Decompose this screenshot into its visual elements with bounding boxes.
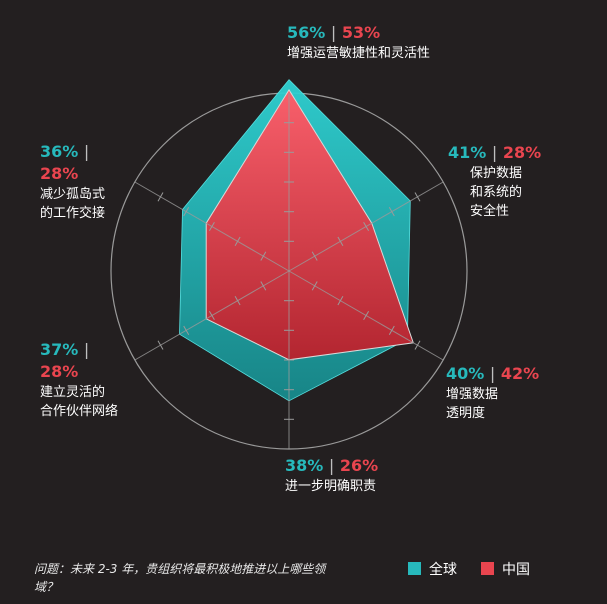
axis-tick-4-5 <box>157 340 164 350</box>
axis-tick-1-2 <box>337 236 344 246</box>
value-global-silos: 36% <box>40 142 79 161</box>
value-global-accountability: 38% <box>285 456 324 475</box>
value-china-accountability: 26% <box>339 456 379 475</box>
legend-item-china: 中国 <box>481 561 530 579</box>
label-security: 41% | 28% 保护数据 和系统的 安全性 <box>448 143 542 219</box>
value-global-partner-network: 37% <box>40 340 79 359</box>
category-label-transparency-1: 增强数据 <box>446 387 499 402</box>
axis-tick-1-4 <box>388 207 395 217</box>
value-china-partner-network: 28% <box>40 362 79 381</box>
axis-tick-2-5 <box>414 340 421 350</box>
label-accountability: 38% | 26% 进一步明确职责 <box>285 456 379 494</box>
category-label-security-2: 和系统的 <box>470 185 523 200</box>
axis-tick-5-4 <box>183 207 190 217</box>
axis-tick-2-3 <box>363 310 370 321</box>
value-global-agility: 56% <box>287 23 326 42</box>
axis-tick-5-1 <box>260 251 267 261</box>
axis-tick-5-3 <box>208 221 215 232</box>
axis-tick-4-2 <box>234 296 241 306</box>
value-global-security: 41% <box>448 143 487 162</box>
legend-swatch-china <box>481 562 494 575</box>
category-label-partner-network-1: 建立灵活的 <box>40 385 106 400</box>
label-silos: 36% | 28% 减少孤岛式 的工作交接 <box>40 142 106 221</box>
axis-tick-4-4 <box>183 325 190 335</box>
legend-item-global: 全球 <box>408 561 457 579</box>
axis-tick-2-4 <box>388 325 395 335</box>
value-global-transparency: 40% <box>446 364 485 383</box>
axis-tick-1-1 <box>311 251 318 261</box>
label-partner-network: 37% | 28% 建立灵活的 合作伙伴网络 <box>40 340 119 419</box>
legend-label-china: 中国 <box>502 562 530 578</box>
axis-tick-1-5 <box>414 192 421 202</box>
value-china-security: 28% <box>502 143 542 162</box>
axis-tick-1-3 <box>363 221 370 232</box>
axis-tick-5-2 <box>234 236 241 246</box>
category-label-silos-2: 的工作交接 <box>40 206 106 221</box>
category-label-partner-network-2: 合作伙伴网络 <box>40 404 119 419</box>
value-china-transparency: 42% <box>500 364 540 383</box>
value-china-agility: 53% <box>341 23 381 42</box>
label-agility: 56% | 53% 增强运营敏捷性和灵活性 <box>287 23 431 61</box>
category-label-transparency-2: 透明度 <box>446 406 486 421</box>
axis-tick-2-2 <box>337 296 344 306</box>
label-transparency: 40% | 42% 增强数据 透明度 <box>446 364 540 421</box>
category-label-security-3: 安全性 <box>470 204 510 219</box>
axis-tick-2-1 <box>311 281 318 291</box>
category-label-silos-1: 减少孤岛式 <box>40 187 106 202</box>
axis-tick-5-5 <box>157 192 164 202</box>
legend-swatch-global <box>408 562 421 575</box>
legend-label-global: 全球 <box>429 562 457 578</box>
axis-tick-4-1 <box>260 281 267 291</box>
axis-tick-4-3 <box>208 310 215 321</box>
category-label-security-1: 保护数据 <box>470 166 523 181</box>
value-china-silos: 28% <box>40 164 79 183</box>
survey-question: 问题：未来 2-3 年，贵组织将最积极地推进以上哪些领域？ <box>34 562 326 594</box>
category-label-agility: 增强运营敏捷性和灵活性 <box>287 46 431 61</box>
category-label-accountability: 进一步明确职责 <box>285 479 377 494</box>
